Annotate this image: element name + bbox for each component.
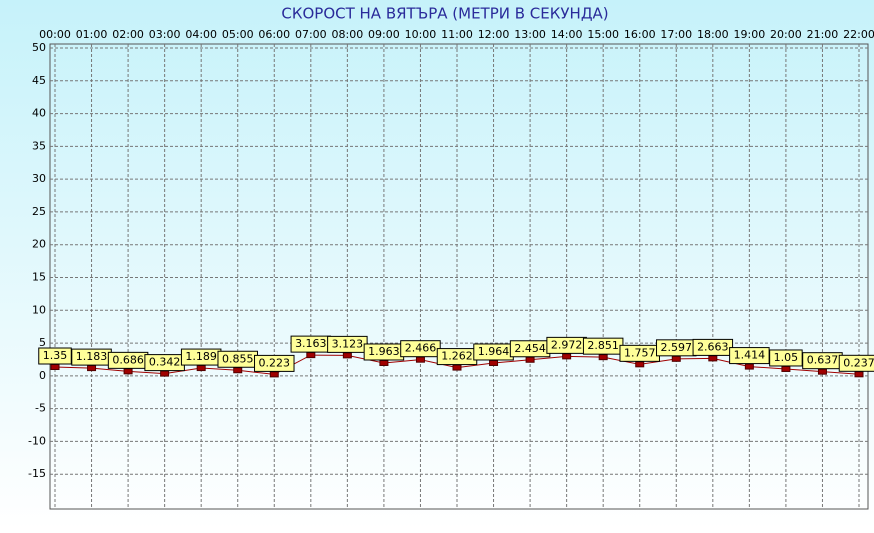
marker — [269, 371, 279, 378]
value-label-box — [729, 347, 770, 365]
x-tick-label: 00:00 — [39, 28, 71, 41]
x-tick-label: 15:00 — [587, 28, 619, 41]
marker — [671, 355, 681, 362]
value-label: 0.237 — [843, 356, 874, 369]
y-tick-label: -15 — [28, 467, 46, 480]
y-tick-label: 40 — [32, 107, 46, 120]
y-tick-label: 0 — [39, 369, 46, 382]
y-tick-label: 15 — [32, 271, 46, 284]
value-label-box — [838, 354, 874, 372]
x-tick-label: 12:00 — [478, 28, 510, 41]
marker — [452, 364, 462, 371]
value-label-box — [38, 347, 72, 365]
marker — [196, 365, 206, 372]
y-tick-label: 25 — [32, 205, 46, 218]
x-tick-label: 08:00 — [332, 28, 364, 41]
x-tick-label: 18:00 — [697, 28, 729, 41]
marker — [817, 368, 827, 375]
x-tick-label: 16:00 — [624, 28, 656, 41]
y-tick-label: 10 — [32, 303, 46, 316]
value-label: 0.855 — [222, 352, 254, 365]
value-label: 1.189 — [185, 350, 217, 363]
x-tick-label: 19:00 — [734, 28, 766, 41]
value-label: 0.686 — [112, 353, 144, 366]
value-label: 1.757 — [624, 346, 656, 359]
marker — [598, 354, 608, 361]
x-tick-label: 03:00 — [149, 28, 181, 41]
value-label: 2.454 — [514, 342, 546, 355]
x-tick-label: 20:00 — [770, 28, 802, 41]
value-label: 2.972 — [551, 338, 583, 351]
marker — [635, 361, 645, 368]
marker — [562, 353, 572, 360]
value-label: 3.123 — [332, 337, 364, 350]
x-tick-label: 11:00 — [441, 28, 473, 41]
marker — [781, 365, 791, 372]
x-tick-label: 05:00 — [222, 28, 254, 41]
marker — [415, 356, 425, 363]
value-label: 0.223 — [259, 356, 291, 369]
x-tick-label: 06:00 — [258, 28, 290, 41]
x-tick-label: 13:00 — [514, 28, 546, 41]
plot-frame — [49, 43, 869, 510]
value-label: 0.342 — [149, 356, 181, 369]
value-label: 3.163 — [295, 337, 327, 350]
value-label: 2.597 — [661, 341, 693, 354]
y-tick-label: 30 — [32, 172, 46, 185]
x-tick-label: 04:00 — [185, 28, 217, 41]
marker — [379, 359, 389, 366]
marker — [525, 356, 535, 363]
x-tick-label: 14:00 — [551, 28, 583, 41]
value-label-box — [769, 349, 803, 367]
value-label: 0.637 — [807, 354, 839, 367]
x-tick-label: 17:00 — [660, 28, 692, 41]
value-label: 1.183 — [76, 350, 108, 363]
marker — [50, 364, 60, 371]
x-tick-label: 21:00 — [807, 28, 839, 41]
marker — [708, 355, 718, 362]
chart-title: СКОРОСТ НА ВЯТЪРА (МЕТРИ В СЕКУНДА) — [281, 5, 608, 23]
value-label: 2.851 — [587, 339, 619, 352]
x-tick-label: 02:00 — [112, 28, 144, 41]
y-tick-label: -5 — [35, 402, 46, 415]
marker — [854, 371, 864, 378]
marker — [233, 367, 243, 374]
y-tick-label: -10 — [28, 434, 46, 447]
marker — [489, 359, 499, 366]
x-tick-label: 10:00 — [405, 28, 437, 41]
y-tick-label: 35 — [32, 139, 46, 152]
value-label: 2.663 — [697, 340, 729, 353]
y-tick-label: 20 — [32, 238, 46, 251]
y-tick-label: 5 — [39, 336, 46, 349]
marker — [342, 352, 352, 359]
marker — [160, 370, 170, 377]
value-label: 1.05 — [774, 351, 799, 364]
marker — [744, 363, 754, 370]
x-tick-label: 07:00 — [295, 28, 327, 41]
y-tick-label: 45 — [32, 74, 46, 87]
value-label: 1.963 — [368, 345, 400, 358]
value-label: 1.262 — [441, 350, 473, 363]
value-label-box — [254, 354, 295, 372]
marker — [306, 352, 316, 359]
x-tick-label: 22:00 — [843, 28, 874, 41]
marker — [123, 368, 133, 375]
marker — [87, 365, 97, 372]
value-label: 2.466 — [405, 342, 437, 355]
value-label: 1.414 — [734, 349, 766, 362]
value-label: 1.35 — [43, 349, 68, 362]
x-tick-label: 01:00 — [76, 28, 108, 41]
y-tick-label: 50 — [32, 41, 46, 54]
x-tick-label: 09:00 — [368, 28, 400, 41]
value-label: 1.964 — [478, 345, 510, 358]
